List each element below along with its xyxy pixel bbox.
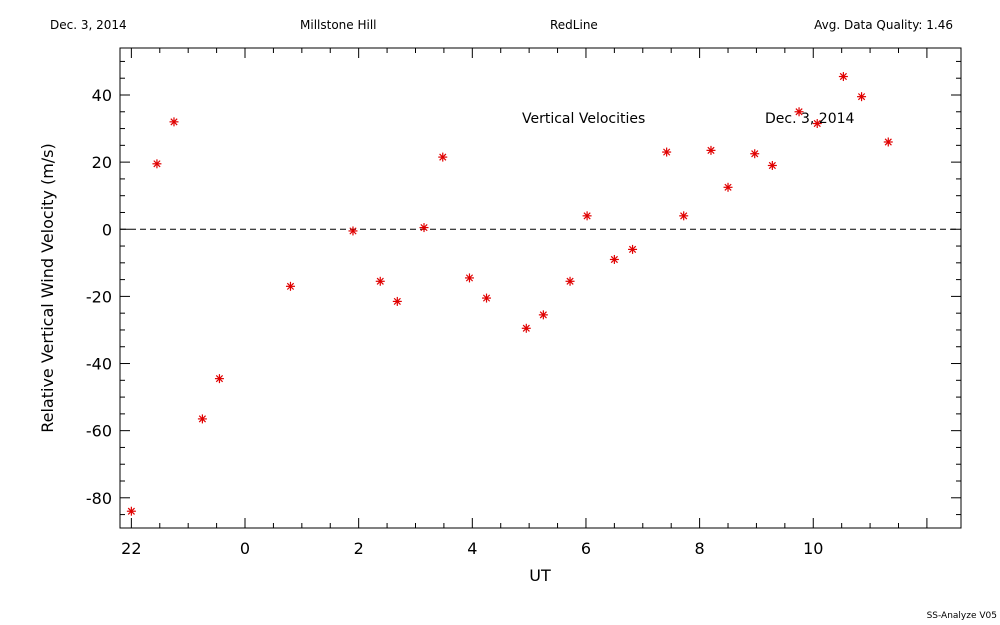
- data-point: [348, 226, 358, 236]
- data-point: [197, 414, 207, 424]
- y-axis-label: Relative Vertical Wind Velocity (m/s): [38, 143, 57, 433]
- y-tick-label: 40: [92, 86, 112, 105]
- y-tick-label: 0: [102, 220, 112, 239]
- data-point: [679, 211, 689, 221]
- data-point: [285, 281, 295, 291]
- data-point: [419, 223, 429, 233]
- data-point: [464, 273, 474, 283]
- header-site: Millstone Hill: [300, 18, 377, 32]
- y-tick-label: -20: [86, 287, 112, 306]
- data-point: [375, 276, 385, 286]
- x-tick-label: 6: [581, 539, 591, 558]
- header-data-quality: Avg. Data Quality: 1.46: [814, 18, 953, 32]
- data-point: [482, 293, 492, 303]
- data-point: [538, 310, 548, 320]
- axis-ticks: 22 0 2 4 6 8 10 -80 -60 -40 -20 0 20 40: [86, 48, 961, 558]
- data-point: [438, 152, 448, 162]
- x-tick-label: 10: [803, 539, 823, 558]
- data-point: [883, 137, 893, 147]
- data-point: [392, 296, 402, 306]
- chart-date-annotation: Dec. 3, 2014: [765, 111, 855, 127]
- footer-version: SS-Analyze V05: [926, 611, 997, 621]
- data-points: [126, 72, 893, 516]
- x-tick-label: 2: [354, 539, 364, 558]
- chart-title: Vertical Velocities: [522, 111, 645, 127]
- data-point: [152, 159, 162, 169]
- data-point: [565, 276, 575, 286]
- data-point: [609, 254, 619, 264]
- plot-frame: [119, 47, 962, 529]
- y-tick-label: -80: [86, 489, 112, 508]
- data-point: [521, 323, 531, 333]
- header-instrument: RedLine: [550, 18, 598, 32]
- data-point: [750, 149, 760, 159]
- data-point: [857, 92, 867, 102]
- data-point: [794, 107, 804, 117]
- y-tick-label: -40: [86, 355, 112, 374]
- data-point: [662, 147, 672, 157]
- y-tick-label: -60: [86, 422, 112, 441]
- x-tick-label: 4: [467, 539, 477, 558]
- header-date: Dec. 3, 2014: [50, 18, 127, 32]
- data-point: [582, 211, 592, 221]
- data-point: [767, 160, 777, 170]
- x-tick-label: 8: [695, 539, 705, 558]
- data-point: [628, 244, 638, 254]
- x-tick-label: 0: [240, 539, 250, 558]
- x-tick-label: 22: [121, 539, 141, 558]
- data-point: [723, 182, 733, 192]
- data-point: [214, 374, 224, 384]
- data-point: [706, 145, 716, 155]
- data-point: [812, 119, 822, 129]
- data-point: [838, 72, 848, 82]
- data-point: [169, 117, 179, 127]
- y-tick-label: 20: [92, 153, 112, 172]
- data-point: [126, 506, 136, 516]
- x-axis-label: UT: [529, 566, 551, 585]
